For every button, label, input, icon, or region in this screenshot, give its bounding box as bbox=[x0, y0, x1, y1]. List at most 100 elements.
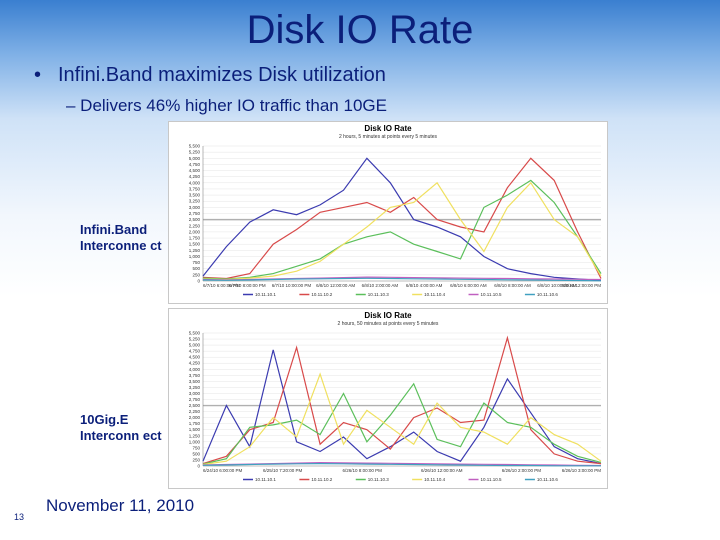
y-tick-label: 5,250 bbox=[189, 337, 201, 342]
y-tick-label: 3,500 bbox=[189, 193, 201, 198]
y-tick-label: 4,000 bbox=[189, 180, 201, 185]
series-line-2 bbox=[202, 335, 602, 465]
series-line-1 bbox=[202, 157, 602, 281]
x-tick-label: 6/8/10 12:00:00 PM bbox=[562, 283, 602, 288]
y-tick-label: 2,500 bbox=[189, 217, 201, 222]
y-tick-label: 5,000 bbox=[189, 156, 201, 161]
legend-label: 10.11.10.3 bbox=[368, 292, 389, 297]
series-line-4 bbox=[202, 372, 602, 466]
y-tick-label: 250 bbox=[192, 272, 200, 277]
legend-label: 10.11.10.1 bbox=[255, 477, 276, 482]
legend-label: 10.11.10.5 bbox=[481, 292, 502, 297]
y-tick-label: 4,000 bbox=[189, 367, 201, 372]
y-tick-label: 3,250 bbox=[189, 385, 201, 390]
y-tick-label: 2,250 bbox=[189, 409, 201, 414]
y-tick-label: 3,500 bbox=[189, 379, 201, 384]
legend-label: 10.11.10.2 bbox=[311, 477, 332, 482]
y-tick-label: 3,000 bbox=[189, 391, 201, 396]
bullet-sub-text: – Delivers 46% higher IO traffic than 10… bbox=[66, 96, 387, 115]
chart-title: Disk IO Rate bbox=[364, 311, 412, 320]
x-tick-label: 6/8/10 12:00:00 AM bbox=[316, 283, 355, 288]
y-tick-label: 0 bbox=[197, 279, 200, 284]
x-tick-label: 6/26/10 2:00:00 PM bbox=[502, 468, 542, 473]
y-tick-label: 1,750 bbox=[189, 236, 201, 241]
chart-subtitle: 2 hours, 5 minutes at points every 5 min… bbox=[339, 134, 438, 140]
bullet-main-text: Infini.Band maximizes Disk utilization bbox=[58, 64, 386, 86]
label-10gige: 10Gig.E Interconn ect bbox=[80, 412, 162, 443]
series-line-4 bbox=[202, 181, 602, 281]
y-tick-label: 1,250 bbox=[189, 433, 201, 438]
chart-subtitle: 2 hours, 50 minutes at points every 5 mi… bbox=[338, 321, 439, 327]
y-tick-label: 3,000 bbox=[189, 205, 201, 210]
x-tick-label: 6/26/10 8:00:00 PM bbox=[343, 468, 383, 473]
x-tick-label: 6/26/10 3:00:00 PM bbox=[562, 468, 602, 473]
y-tick-label: 750 bbox=[192, 445, 200, 450]
y-tick-label: 2,250 bbox=[189, 223, 201, 228]
x-tick-label: 6/24/10 6:00:00 PM bbox=[203, 468, 243, 473]
y-tick-label: 500 bbox=[192, 266, 200, 271]
y-tick-label: 4,750 bbox=[189, 162, 201, 167]
y-tick-label: 1,250 bbox=[189, 248, 201, 253]
footer-date: November 11, 2010 bbox=[46, 496, 195, 515]
x-tick-label: 6/8/10 6:00:00 AM bbox=[450, 283, 487, 288]
x-tick-label: 6/7/10 8:00:00 PM bbox=[229, 283, 266, 288]
y-tick-label: 250 bbox=[192, 457, 200, 462]
y-tick-label: 3,250 bbox=[189, 199, 201, 204]
legend-label: 10.11.10.3 bbox=[368, 477, 389, 482]
y-tick-label: 2,000 bbox=[189, 415, 201, 420]
y-tick-label: 500 bbox=[192, 451, 200, 456]
y-tick-label: 1,750 bbox=[189, 421, 201, 426]
y-tick-label: 4,250 bbox=[189, 174, 201, 179]
x-tick-label: 6/8/10 10:00:00 AM bbox=[537, 283, 576, 288]
series-line-6 bbox=[202, 462, 601, 467]
y-tick-label: 2,750 bbox=[189, 397, 201, 402]
y-tick-label: 1,000 bbox=[189, 439, 201, 444]
legend-label: 10.11.10.4 bbox=[424, 292, 445, 297]
y-tick-label: 1,000 bbox=[189, 254, 201, 259]
chart-10gige-disk-io: Disk IO Rate 2 hours, 50 minutes at point… bbox=[168, 308, 608, 489]
y-tick-label: 4,250 bbox=[189, 361, 201, 366]
x-tick-label: 6/26/10 12:00:00 AM bbox=[421, 468, 463, 473]
y-tick-label: 3,750 bbox=[189, 186, 201, 191]
x-tick-label: 6/8/10 2:00:00 AM bbox=[362, 283, 399, 288]
series-line-1 bbox=[202, 349, 602, 465]
series-line-6 bbox=[202, 277, 602, 282]
legend-label: 10.11.10.6 bbox=[537, 292, 558, 297]
bullet-marker: • bbox=[34, 64, 42, 86]
y-tick-label: 2,000 bbox=[189, 229, 201, 234]
x-tick-label: 6/7/10 10:00:00 PM bbox=[272, 283, 312, 288]
chart-title: Disk IO Rate bbox=[364, 124, 412, 133]
y-tick-label: 4,750 bbox=[189, 349, 201, 354]
x-tick-label: 6/8/10 4:00:00 AM bbox=[406, 283, 443, 288]
page-number: 13 bbox=[14, 512, 25, 522]
legend-label: 10.11.10.1 bbox=[255, 292, 276, 297]
y-tick-label: 750 bbox=[192, 260, 200, 265]
y-tick-label: 2,750 bbox=[189, 211, 201, 216]
y-tick-label: 4,500 bbox=[189, 355, 201, 360]
x-tick-label: 6/25/10 7:20:00 PM bbox=[263, 468, 303, 473]
y-tick-label: 5,500 bbox=[189, 144, 201, 149]
label-infiniband: Infini.Band Interconne ct bbox=[80, 222, 162, 253]
chart-infiniband-disk-io: Disk IO Rate 2 hours, 5 minutes at points… bbox=[168, 121, 608, 304]
y-tick-label: 0 bbox=[197, 464, 200, 469]
y-tick-label: 1,500 bbox=[189, 242, 201, 247]
y-tick-label: 2,500 bbox=[189, 403, 201, 408]
y-tick-label: 1,500 bbox=[189, 427, 201, 432]
chart-background bbox=[169, 309, 607, 488]
slide-title: Disk IO Rate bbox=[246, 8, 474, 52]
legend-label: 10.11.10.2 bbox=[311, 292, 332, 297]
y-tick-label: 4,500 bbox=[189, 168, 201, 173]
series-line-3 bbox=[202, 382, 602, 465]
x-tick-label: 6/8/10 8:00:00 AM bbox=[494, 283, 531, 288]
series-line-3 bbox=[202, 179, 602, 280]
y-tick-label: 5,000 bbox=[189, 343, 201, 348]
y-tick-label: 3,750 bbox=[189, 373, 201, 378]
legend-label: 10.11.10.6 bbox=[537, 477, 558, 482]
y-tick-label: 5,250 bbox=[189, 150, 201, 155]
x-tick-label: 6/7/10 6:00:00 PM bbox=[203, 283, 240, 288]
legend-label: 10.11.10.4 bbox=[424, 477, 445, 482]
y-tick-label: 5,500 bbox=[189, 331, 201, 336]
legend-label: 10.11.10.5 bbox=[481, 477, 502, 482]
